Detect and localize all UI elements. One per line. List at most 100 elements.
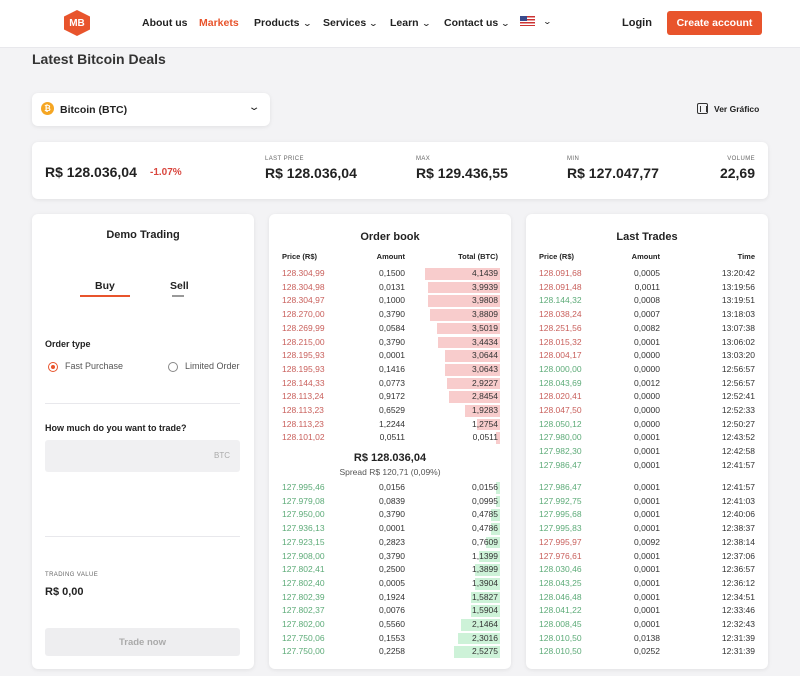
nav-item-markets[interactable]: Markets [199,17,239,29]
order-total: 0,4785 [472,509,498,520]
ask-row[interactable]: 128.195,93 0,1416 3,0643 [269,363,511,377]
login-link[interactable]: Login [622,17,652,29]
trade-amount-input[interactable] [45,440,240,472]
us-flag-icon[interactable] [520,16,535,26]
order-price: 127.750,06 [282,632,325,643]
order-price: 127.923,15 [282,536,325,547]
ask-row[interactable]: 128.304,99 0,1500 4,1439 [269,267,511,281]
order-price: 127.950,00 [282,509,325,520]
trade-price: 128.015,32 [539,336,582,347]
bid-row[interactable]: 127.936,13 0,0001 0,4786 [269,522,511,536]
tab-sell[interactable]: Sell [170,280,189,292]
lt-header-amount: Amount [631,252,660,261]
order-amount: 0,3790 [379,550,405,561]
trade-price: 128.030,46 [539,564,582,575]
ask-row[interactable]: 128.113,23 1,2244 1,2754 [269,418,511,432]
order-amount: 0,0131 [379,281,405,292]
nav-item-services[interactable]: Services ⌄ [323,17,378,29]
coin-select[interactable]: ₿ Bitcoin (BTC) ⌄ [32,93,270,126]
nav-item-contact-us[interactable]: Contact us ⌄ [444,17,510,29]
order-amount: 0,0773 [379,377,405,388]
bid-row[interactable]: 127.802,40 0,0005 1,3904 [269,577,511,591]
ask-row[interactable]: 128.304,98 0,0131 3,9939 [269,281,511,295]
order-total: 2,3016 [472,632,498,643]
order-total: 1,3904 [472,577,498,588]
trade-price: 128.008,45 [539,619,582,629]
ask-row[interactable]: 128.215,00 0,3790 3,4434 [269,336,511,350]
ask-row[interactable]: 128.269,99 0,0584 3,5019 [269,322,511,336]
order-price: 127.995,46 [282,482,325,492]
order-amount: 0,1553 [379,632,405,643]
mb-logo[interactable]: MB [64,10,90,36]
bid-row[interactable]: 127.802,00 0,5560 2,1464 [269,618,511,632]
bitcoin-icon: ₿ [41,102,54,115]
tab-sell-indicator [172,295,184,297]
bid-row[interactable]: 127.995,46 0,0156 0,0156 [269,481,511,495]
ask-row[interactable]: 128.101,02 0,0511 0,0511 [269,431,511,445]
bid-row[interactable]: 127.908,00 0,3790 1,1399 [269,550,511,564]
trade-time: 12:41:57 [721,482,755,492]
trade-row: 128.043,25 0,0001 12:36:12 [526,577,768,591]
trade-amount: 0,0001 [634,495,660,506]
trade-amount: 0,0001 [634,432,660,443]
bid-row[interactable]: 127.979,08 0,0839 0,0995 [269,495,511,509]
trade-time: 12:52:33 [721,405,755,415]
trade-time: 12:43:52 [721,432,755,443]
order-total: 1,5827 [472,591,498,602]
trade-amount-question: How much do you want to trade? [45,423,187,433]
nav-item-learn[interactable]: Learn ⌄ [390,17,431,29]
order-price: 127.908,00 [282,550,325,561]
fast-purchase-label[interactable]: Fast Purchase [65,361,124,371]
trade-time: 12:31:39 [721,646,755,657]
bid-row[interactable]: 127.802,41 0,2500 1,3899 [269,563,511,577]
depth-bar [471,605,500,617]
trade-row: 128.004,17 0,0000 13:03:20 [526,349,768,363]
tab-buy[interactable]: Buy [95,280,115,292]
ask-row[interactable]: 128.113,24 0,9172 2,8454 [269,390,511,404]
depth-bar [429,309,500,321]
limited-order-label[interactable]: Limited Order [185,361,240,371]
trade-amount: 0,0001 [634,446,660,457]
order-total: 1,2754 [472,418,498,429]
ob-header-price: Price (R$) [282,252,318,261]
trade-price: 127.995,68 [539,509,582,520]
mid-price: R$ 128.036,04 [353,452,427,464]
bid-row[interactable]: 127.802,39 0,1924 1,5827 [269,591,511,605]
ask-row[interactable]: 128.195,93 0,0001 3,0644 [269,349,511,363]
create-account-button[interactable]: Create account [667,11,762,35]
ask-row[interactable]: 128.304,97 0,1000 3,9808 [269,294,511,308]
order-total: 2,5275 [472,646,498,657]
ask-row[interactable]: 128.113,23 0,6529 1,9283 [269,404,511,418]
order-amount: 0,6529 [379,405,405,415]
trade-row: 128.008,45 0,0001 12:32:43 [526,618,768,632]
order-total: 1,5904 [472,605,498,616]
order-total: 0,7609 [472,536,498,547]
language-chevron-down-icon[interactable]: ⌄ [542,17,553,26]
trade-price: 128.043,69 [539,377,582,388]
view-chart-link[interactable]: Ver Gráfico [697,103,759,114]
order-amount: 0,0005 [379,577,405,588]
bid-row[interactable]: 127.950,00 0,3790 0,4785 [269,508,511,522]
nav-item-products[interactable]: Products ⌄ [254,17,312,29]
ask-row[interactable]: 128.144,33 0,0773 2,9227 [269,377,511,391]
depth-bar [474,564,500,576]
trade-time: 13:18:03 [721,309,755,320]
fast-purchase-radio[interactable] [48,362,58,372]
trade-time: 12:41:57 [721,459,755,470]
trade-row: 128.015,32 0,0001 13:06:02 [526,336,768,350]
trade-now-button[interactable]: Trade now [45,628,240,656]
trade-amount: 0,0001 [634,482,660,492]
trade-amount: 0,0001 [634,564,660,575]
trade-time: 12:36:12 [721,577,755,588]
last-price-value: R$ 128.036,04 [265,165,357,181]
trade-row: 127.976,61 0,0001 12:37:06 [526,550,768,564]
bid-row[interactable]: 127.750,00 0,2258 2,5275 [269,645,511,659]
bid-row[interactable]: 127.750,06 0,1553 2,3016 [269,632,511,646]
trade-price: 128.041,22 [539,605,582,616]
nav-item-about-us[interactable]: About us [142,17,188,29]
bid-row[interactable]: 127.923,15 0,2823 0,7609 [269,536,511,550]
bid-row[interactable]: 127.802,37 0,0076 1,5904 [269,604,511,618]
trade-row: 128.050,12 0,0000 12:50:27 [526,418,768,432]
limited-order-radio[interactable] [168,362,178,372]
ask-row[interactable]: 128.270,00 0,3790 3,8809 [269,308,511,322]
